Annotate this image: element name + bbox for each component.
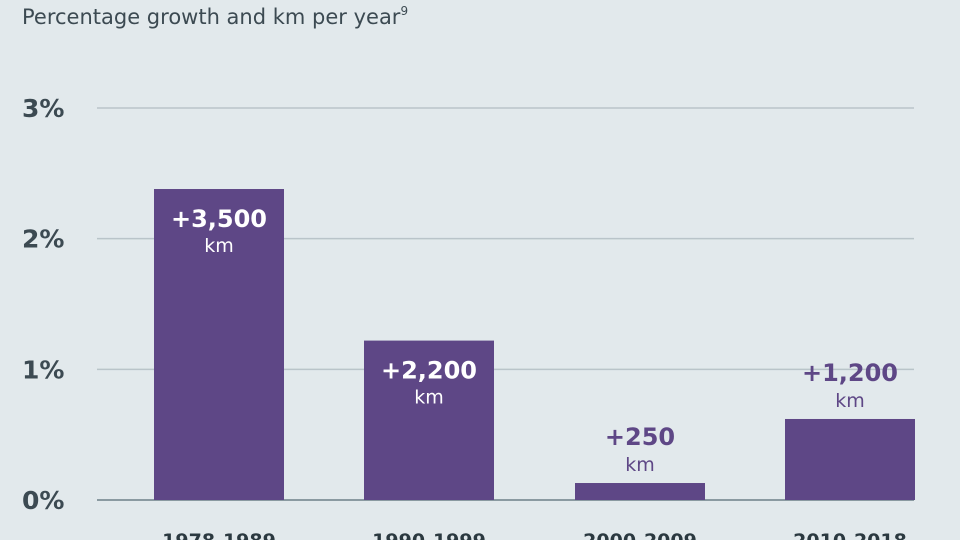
- data-label-unit: km: [414, 387, 444, 409]
- bar: [575, 483, 705, 500]
- chart-subtitle: Percentage growth and km per year9: [22, 4, 408, 29]
- x-tick-label: 2000-2009: [583, 530, 697, 540]
- data-label: +3,500: [171, 205, 267, 233]
- x-tick-label: 1978-1989: [162, 530, 276, 540]
- data-label: +1,200: [802, 359, 898, 387]
- chart-subtitle-footnote: 9: [400, 4, 409, 18]
- y-tick-label: 3%: [22, 94, 64, 123]
- y-tick-label: 1%: [22, 355, 64, 384]
- bar: [154, 189, 284, 500]
- bar: [785, 418, 915, 500]
- data-label-unit: km: [625, 454, 655, 476]
- x-tick-label: 1990-1999: [372, 530, 486, 540]
- chart-subtitle-text: Percentage growth and km per year: [22, 5, 401, 29]
- x-tick-label: 2010-2018: [793, 530, 907, 540]
- y-tick-label: 2%: [22, 225, 64, 254]
- bar: [364, 340, 494, 500]
- y-tick-label: 0%: [22, 486, 64, 515]
- data-label-unit: km: [835, 390, 865, 412]
- data-label: +250: [605, 423, 675, 451]
- data-label-unit: km: [204, 235, 234, 257]
- data-label: +2,200: [381, 357, 477, 385]
